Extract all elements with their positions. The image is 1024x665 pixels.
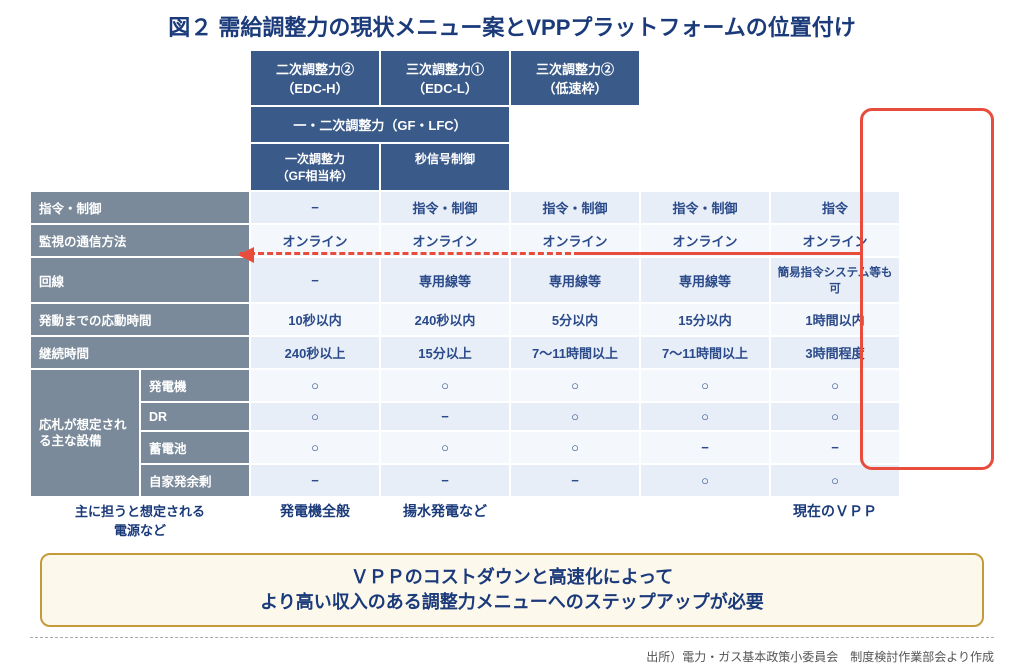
- header-group1: 一・二次調整力（GF・LFC）: [250, 106, 510, 143]
- header-group1b: 秒信号制御: [380, 143, 510, 191]
- callout-box: ＶＰＰのコストダウンと高速化によって より高い収入のある調整力メニューへのステッ…: [40, 553, 984, 627]
- cell: ○: [250, 402, 380, 431]
- cell: 7～11時間以上: [640, 336, 770, 369]
- cell: −: [770, 431, 900, 464]
- rowlabel-r1: 指令・制御: [30, 191, 250, 224]
- cell: 15分以上: [380, 336, 510, 369]
- cell: −: [250, 464, 380, 497]
- cell: ○: [640, 464, 770, 497]
- cell: ○: [640, 369, 770, 402]
- cell: 指令: [770, 191, 900, 224]
- footer-c5: 現在のＶＰＰ: [770, 501, 900, 539]
- cell: 指令・制御: [510, 191, 640, 224]
- cell: ○: [380, 369, 510, 402]
- cell: 5分以内: [510, 303, 640, 336]
- rowlabel-r2: 監視の通信方法: [30, 224, 250, 257]
- rowlabel-s3: 蓄電池: [140, 431, 250, 464]
- cell: オンライン: [380, 224, 510, 257]
- cell: 指令・制御: [380, 191, 510, 224]
- cell: ○: [770, 464, 900, 497]
- cell: 15分以内: [640, 303, 770, 336]
- cell: 専用線等: [510, 257, 640, 303]
- cell: ○: [510, 431, 640, 464]
- rowlabel-s4: 自家発余剰: [140, 464, 250, 497]
- footer-labels: 主に担うと想定される 電源など 発電機全般 揚水発電など 現在のＶＰＰ: [30, 501, 994, 539]
- cell: −: [250, 257, 380, 303]
- comparison-table: 一・二次調整力（GF・LFC） 二次調整力② （EDC-H） 三次調整力① （E…: [30, 50, 994, 497]
- cell: ○: [510, 369, 640, 402]
- cell: −: [510, 464, 640, 497]
- footer-c1: 発電機全般: [250, 501, 380, 539]
- cell: 1時間以内: [770, 303, 900, 336]
- header-group1a: 一次調整力 （GF相当枠）: [250, 143, 380, 191]
- footer-c2: 揚水発電など: [380, 501, 510, 539]
- cell: −: [380, 464, 510, 497]
- cell: −: [640, 431, 770, 464]
- cell: オンライン: [510, 224, 640, 257]
- cell: ○: [770, 402, 900, 431]
- cell: ○: [510, 402, 640, 431]
- header-h3: 三次調整力① （EDC-L）: [380, 50, 510, 106]
- cell: ○: [640, 402, 770, 431]
- rowlabel-r4: 発動までの応動時間: [30, 303, 250, 336]
- divider: [30, 637, 994, 638]
- footer-left: 主に担うと想定される 電源など: [30, 501, 250, 539]
- cell: 専用線等: [640, 257, 770, 303]
- cell: オンライン: [250, 224, 380, 257]
- cell: 10秒以内: [250, 303, 380, 336]
- cell: ○: [380, 431, 510, 464]
- cell: ○: [250, 369, 380, 402]
- figure-title: 図２ 需給調整力の現状メニュー案とVPPプラットフォームの位置付け: [30, 10, 994, 42]
- header-h4: 三次調整力② （低速枠）: [510, 50, 640, 106]
- cell: 専用線等: [380, 257, 510, 303]
- rowlabel-side: 応札が想定される主な設備: [30, 369, 140, 497]
- cell: オンライン: [640, 224, 770, 257]
- cell: 240秒以内: [380, 303, 510, 336]
- cell: 3時間程度: [770, 336, 900, 369]
- cell: 簡易指令システム等も可: [770, 257, 900, 303]
- cell: 指令・制御: [640, 191, 770, 224]
- cell: −: [250, 191, 380, 224]
- source-text: 出所）電力・ガス基本政策小委員会 制度検討作業部会より作成: [30, 648, 994, 665]
- cell: 7～11時間以上: [510, 336, 640, 369]
- rowlabel-s2: DR: [140, 402, 250, 431]
- rowlabel-s1: 発電機: [140, 369, 250, 402]
- rowlabel-r3: 回線: [30, 257, 250, 303]
- rowlabel-r5: 継続時間: [30, 336, 250, 369]
- cell: オンライン: [770, 224, 900, 257]
- cell: 240秒以上: [250, 336, 380, 369]
- cell: ○: [770, 369, 900, 402]
- cell: −: [380, 402, 510, 431]
- cell: ○: [250, 431, 380, 464]
- header-h2: 二次調整力② （EDC-H）: [250, 50, 380, 106]
